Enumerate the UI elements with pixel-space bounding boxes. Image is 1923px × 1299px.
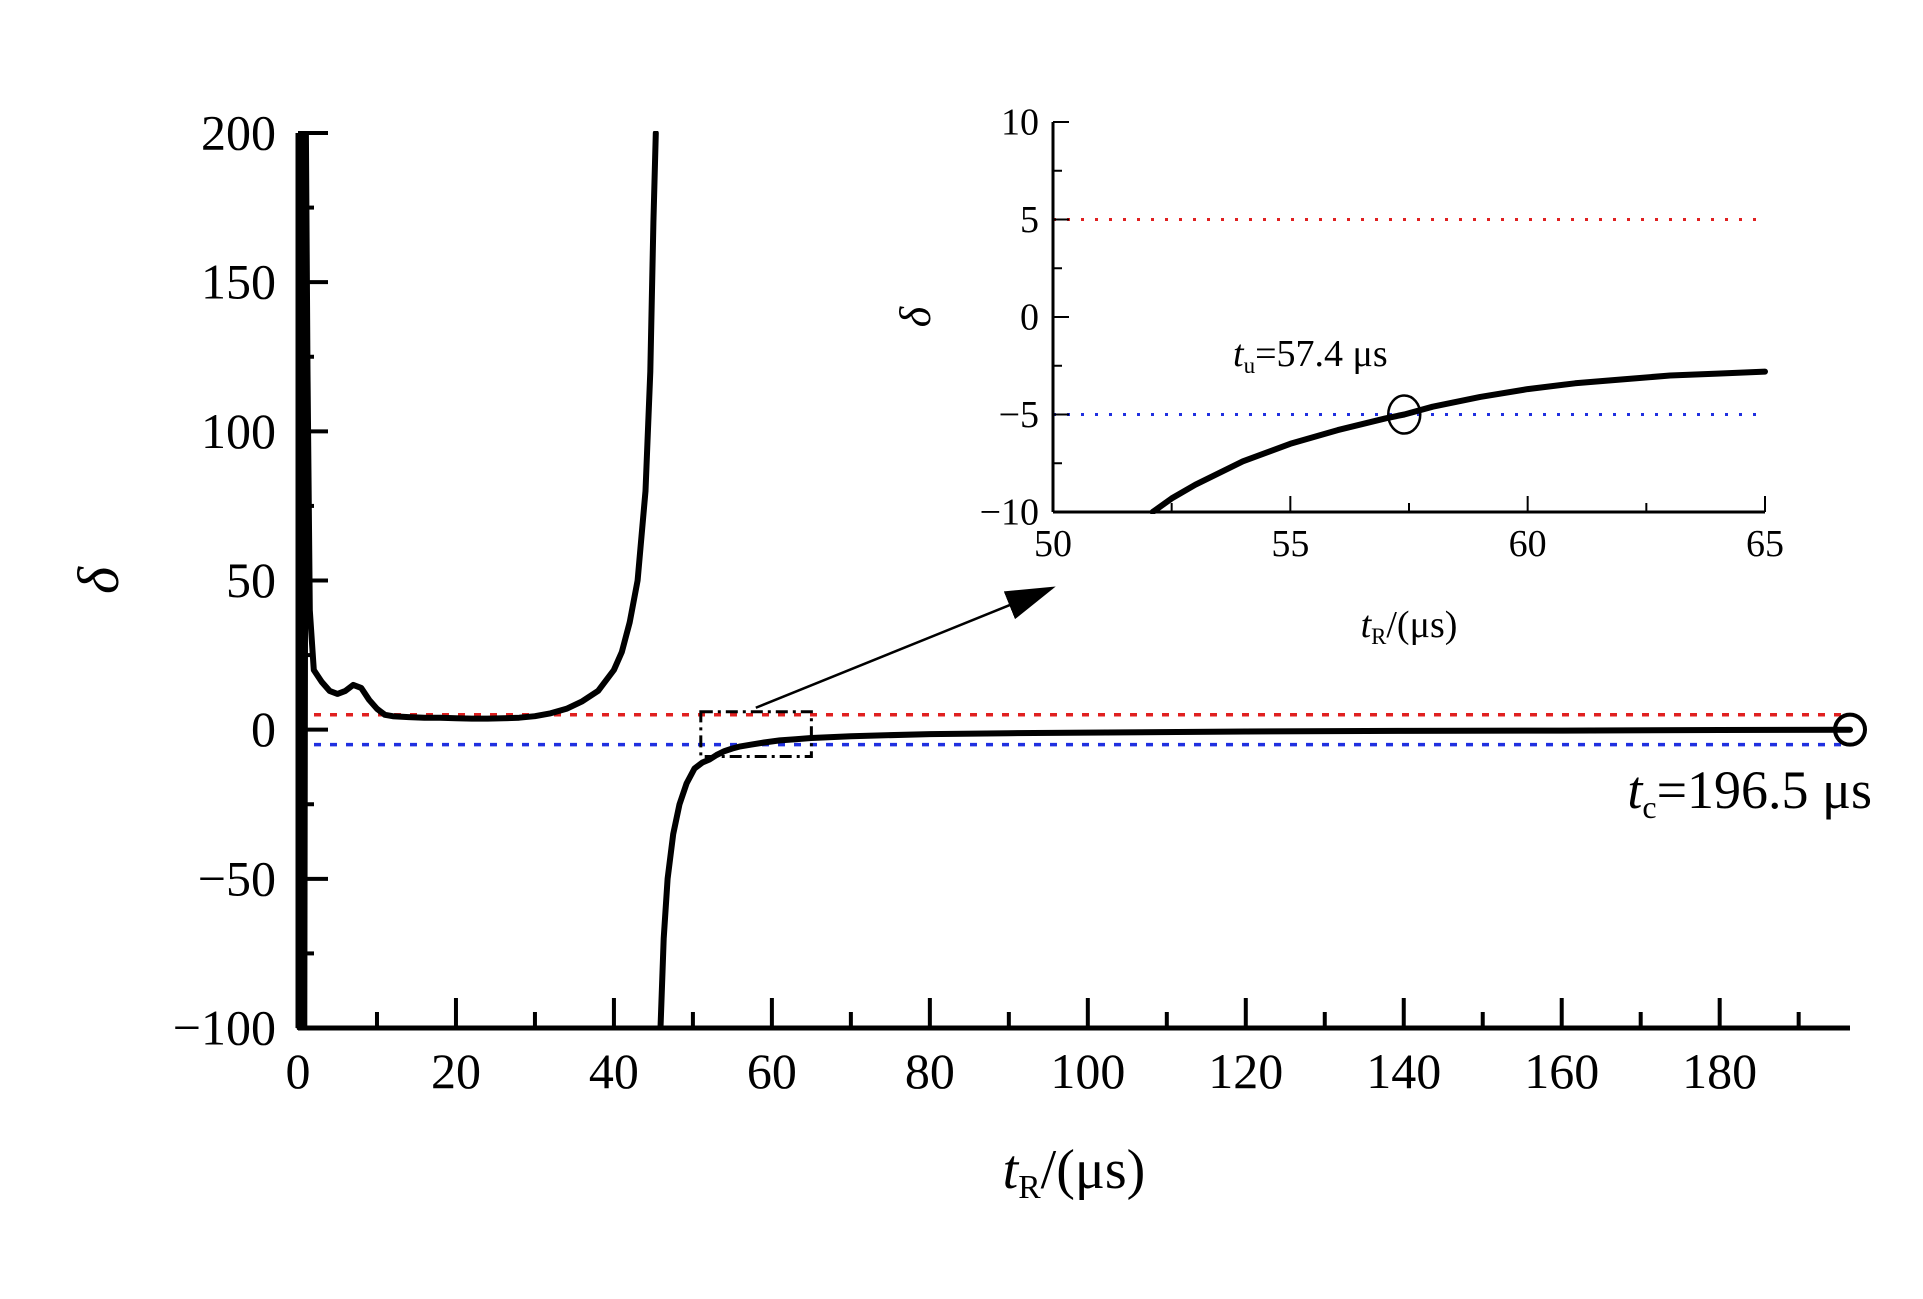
tu-marker-circle [1387,394,1422,435]
x-tick-label: 180 [1682,1043,1757,1099]
x-tick-label: 80 [905,1043,955,1099]
y-axis-label: δ [66,566,131,594]
x-tick-label: 160 [1524,1043,1599,1099]
y-tick-label: −50 [198,850,276,906]
x-tick-label: 60 [1509,523,1547,565]
zoom-connector [755,586,1056,709]
x-tick-label: 100 [1050,1043,1125,1099]
main-chart: 0 20 40 60 80 100 120 140 160 180−100−50050100150… [66,105,1872,1207]
zoom-box [699,710,813,759]
x-tick-label: 50 [1034,523,1072,565]
zoom-arrow [755,586,1056,709]
y-tick-label: 50 [226,552,276,608]
x-tick-label: 140 [1366,1043,1441,1099]
y-tick-label: 100 [201,403,276,459]
series-delta-right [657,726,1853,1030]
tc-marker-circle [1833,712,1867,747]
x-tick-label: 40 [589,1043,639,1099]
x-tick-label: 65 [1746,523,1784,565]
series-delta-left [296,131,659,1030]
x-tick-label: 55 [1271,523,1309,565]
y-tick-label: 200 [201,105,276,161]
series-group [296,131,1853,1030]
y-tick-label: 5 [1020,199,1039,241]
inset-chart: 50 55 60 65 −10 −5 0 5 10 δ tR/(μs) tu=57.4 μs [891,102,1784,649]
x-tick-label: 0 [286,1043,311,1099]
y-tick-label: −5 [999,394,1039,436]
y-axis-label: δ [891,305,940,327]
x-tick-label: 60 [747,1043,797,1099]
tu-annotation: tu=57.4 μs [1233,333,1388,378]
x-tick-label: 120 [1208,1043,1283,1099]
y-tick-label: 0 [1020,297,1039,339]
series-group [1149,368,1768,514]
y-tick-label: 150 [201,254,276,310]
series-delta-zoom [1149,368,1768,514]
y-tick-label: −100 [173,1000,276,1056]
y-tick-label: 10 [1001,102,1039,144]
y-tick-label: −10 [980,492,1039,534]
x-axis-label: tR/(μs) [1361,604,1458,649]
y-tick-label: 0 [251,701,276,757]
x-axis-label: tR/(μs) [1003,1139,1146,1206]
tc-annotation: tc=196.5 μs [1627,760,1872,825]
x-tick-label: 20 [431,1043,481,1099]
